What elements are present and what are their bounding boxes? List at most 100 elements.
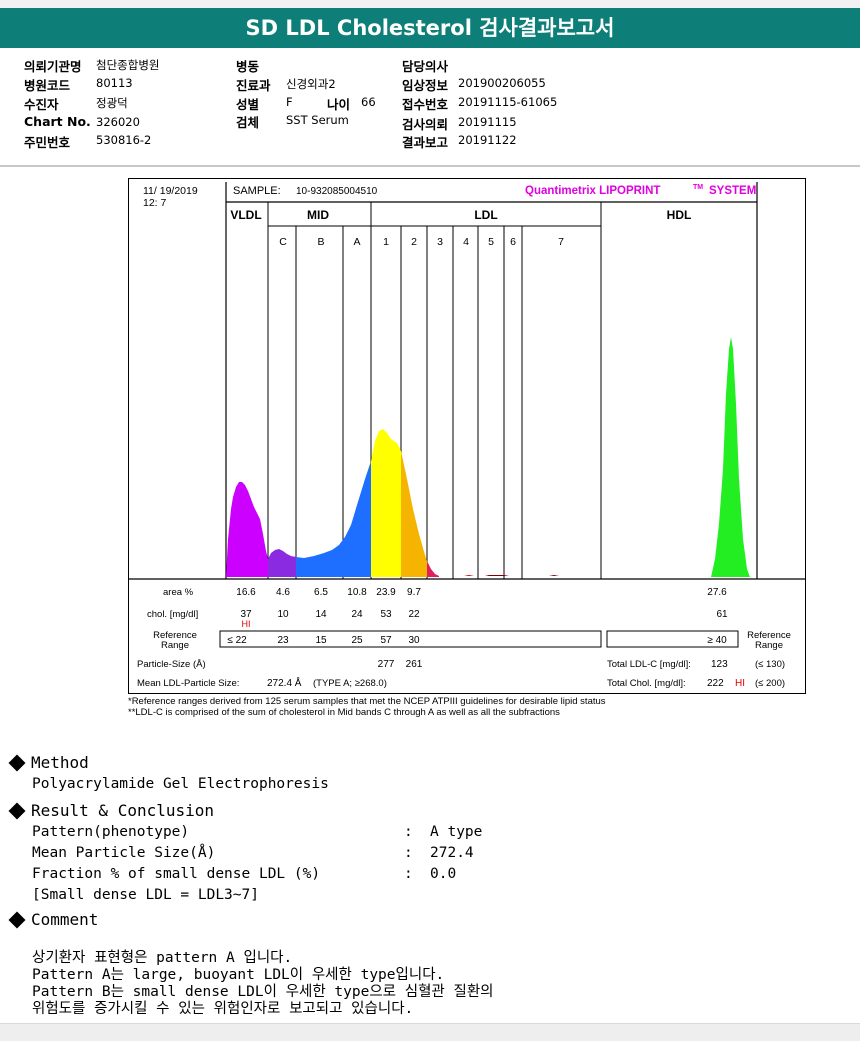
diamond-bullet-icon xyxy=(8,911,26,929)
band-3: 3 xyxy=(437,236,443,248)
info-label: 검사의뢰 xyxy=(402,117,449,132)
result-colon: : xyxy=(404,866,413,882)
area-midb: 6.5 xyxy=(314,587,328,598)
result-value: 272.4 xyxy=(430,845,474,861)
ref-ldl1: 57 xyxy=(380,635,392,646)
footnotes: *Reference ranges derived from 125 serum… xyxy=(128,696,606,718)
group-vldl: VLDL xyxy=(230,208,261,222)
ref-vldl: ≤ 22 xyxy=(227,635,247,646)
result-note: [Small dense LDL = LDL3~7] xyxy=(32,887,259,903)
info-label: 병원코드 xyxy=(24,78,71,93)
chol-midb: 14 xyxy=(315,609,327,620)
total-chol-label: Total Chol. [mg/dl]: xyxy=(607,678,686,689)
brand-tm: TM xyxy=(693,184,703,191)
ref-ldl2: 30 xyxy=(408,635,420,646)
ref-hdl: ≥ 40 xyxy=(707,635,727,646)
info-value: 20191115 xyxy=(458,115,517,129)
band-5: 5 xyxy=(488,236,494,248)
method-heading: Method xyxy=(31,753,89,772)
ref-label-2-right: Range xyxy=(755,640,783,651)
info-value: 첨단종합병원 xyxy=(96,58,160,72)
ref-label-2: Range xyxy=(161,640,189,651)
row-label-chol: chol. [mg/dl] xyxy=(147,609,198,620)
mean-ldl-type: (TYPE A; ≥268.0) xyxy=(313,678,387,689)
age-value: 66 xyxy=(361,95,376,109)
ref-label-1-right: Reference xyxy=(747,630,791,641)
bottom-bar xyxy=(0,1023,860,1041)
result-colon: : xyxy=(404,824,413,840)
chol-vldl: 37 xyxy=(240,609,252,620)
comment-line: 위험도를 증가시킬 수 있는 위험인자로 보고되고 있습니다. xyxy=(32,1001,414,1017)
mean-ldl-label: Mean LDL-Particle Size: xyxy=(137,678,239,689)
area-mida: 10.8 xyxy=(347,587,367,598)
method-section: Method xyxy=(8,753,89,772)
report-title: SD LDL Cholesterol 검사결과보고서 xyxy=(0,8,860,48)
group-ldl: LDL xyxy=(474,208,497,222)
patient-info-panel: 의뢰기관명 첨단종합병원 병원코드 80113 수진자 정광덕 Chart No… xyxy=(0,48,860,167)
info-value: F xyxy=(286,95,293,109)
electrophoresis-curve xyxy=(226,337,750,577)
ref-midc: 23 xyxy=(277,635,289,646)
report-date: 11/ 19/2019 xyxy=(143,185,198,197)
info-label: 의뢰기관명 xyxy=(24,59,82,74)
report-time: 12: 7 xyxy=(143,197,167,209)
band-a: A xyxy=(353,236,360,248)
chol-ldl2: 22 xyxy=(408,609,420,620)
sample-label: SAMPLE: xyxy=(233,185,281,197)
brand-name: Quantimetrix LIPOPRINT xyxy=(525,185,660,197)
total-chol-value: 222 xyxy=(707,678,724,689)
footnote-1: *Reference ranges derived from 125 serum… xyxy=(128,696,606,707)
area-midc: 4.6 xyxy=(276,587,290,598)
footnote-2: **LDL-C is comprised of the sum of chole… xyxy=(128,707,560,718)
age-label: 나이 xyxy=(327,97,351,112)
comment-section: Comment xyxy=(8,910,98,929)
info-value: 정광덕 xyxy=(96,96,128,110)
area-ldl2: 9.7 xyxy=(407,587,421,598)
result-heading: Result & Conclusion xyxy=(31,801,215,820)
group-mid: MID xyxy=(307,208,329,222)
particle-size-label: Particle-Size (Å) xyxy=(137,659,206,670)
ref-mida: 25 xyxy=(351,635,363,646)
row-label-area: area % xyxy=(163,587,194,598)
result-key: Fraction % of small dense LDL (%) xyxy=(32,866,321,882)
info-value: 530816-2 xyxy=(96,133,152,147)
info-label: 결과보고 xyxy=(402,135,449,150)
total-chol-ref: (≤ 200) xyxy=(755,678,785,689)
area-hdl: 27.6 xyxy=(707,587,727,598)
info-value: SST Serum xyxy=(286,113,349,127)
chol-mida: 24 xyxy=(351,609,363,620)
sample-value: 10-932085004510 xyxy=(296,186,378,197)
ref-midb: 15 xyxy=(315,635,327,646)
method-text: Polyacrylamide Gel Electrophoresis xyxy=(32,776,329,792)
comment-line: 상기환자 표현형은 pattern A 입니다. xyxy=(32,950,293,966)
info-label: 진료과 xyxy=(236,78,271,93)
diamond-bullet-icon xyxy=(8,754,26,772)
band-4: 4 xyxy=(463,236,469,248)
info-value: 신경외과2 xyxy=(286,77,336,91)
info-label: Chart No. xyxy=(24,114,91,129)
chol-midc: 10 xyxy=(277,609,289,620)
info-label: 수진자 xyxy=(24,97,59,112)
particle-ldl1: 277 xyxy=(378,659,395,670)
area-ldl1: 23.9 xyxy=(376,587,396,598)
comment-line: Pattern A는 large, buoyant LDL이 우세한 type입… xyxy=(32,967,445,983)
band-2: 2 xyxy=(411,236,417,248)
result-value: A type xyxy=(430,824,483,840)
comment-line: Pattern B는 small dense LDL이 우세한 type으로 심… xyxy=(32,984,494,1000)
info-label: 병동 xyxy=(236,59,260,74)
chol-hdl: 61 xyxy=(716,609,728,620)
mean-ldl-value: 272.4 Å xyxy=(267,676,302,689)
diamond-bullet-icon xyxy=(8,802,26,820)
particle-ldl2: 261 xyxy=(406,659,423,670)
info-value: 20191115-61065 xyxy=(458,95,558,109)
total-ldl-ref: (≤ 130) xyxy=(755,659,785,670)
band-6: 6 xyxy=(510,236,516,248)
info-label: 성별 xyxy=(236,97,260,112)
band-c: C xyxy=(279,236,287,248)
area-vldl: 16.6 xyxy=(236,587,256,598)
total-ldl-label: Total LDL-C [mg/dl]: xyxy=(607,659,691,670)
info-value: 201900206055 xyxy=(458,76,546,90)
result-colon: : xyxy=(404,845,413,861)
total-chol-flag: HI xyxy=(735,678,745,689)
info-label: 주민번호 xyxy=(24,135,71,150)
